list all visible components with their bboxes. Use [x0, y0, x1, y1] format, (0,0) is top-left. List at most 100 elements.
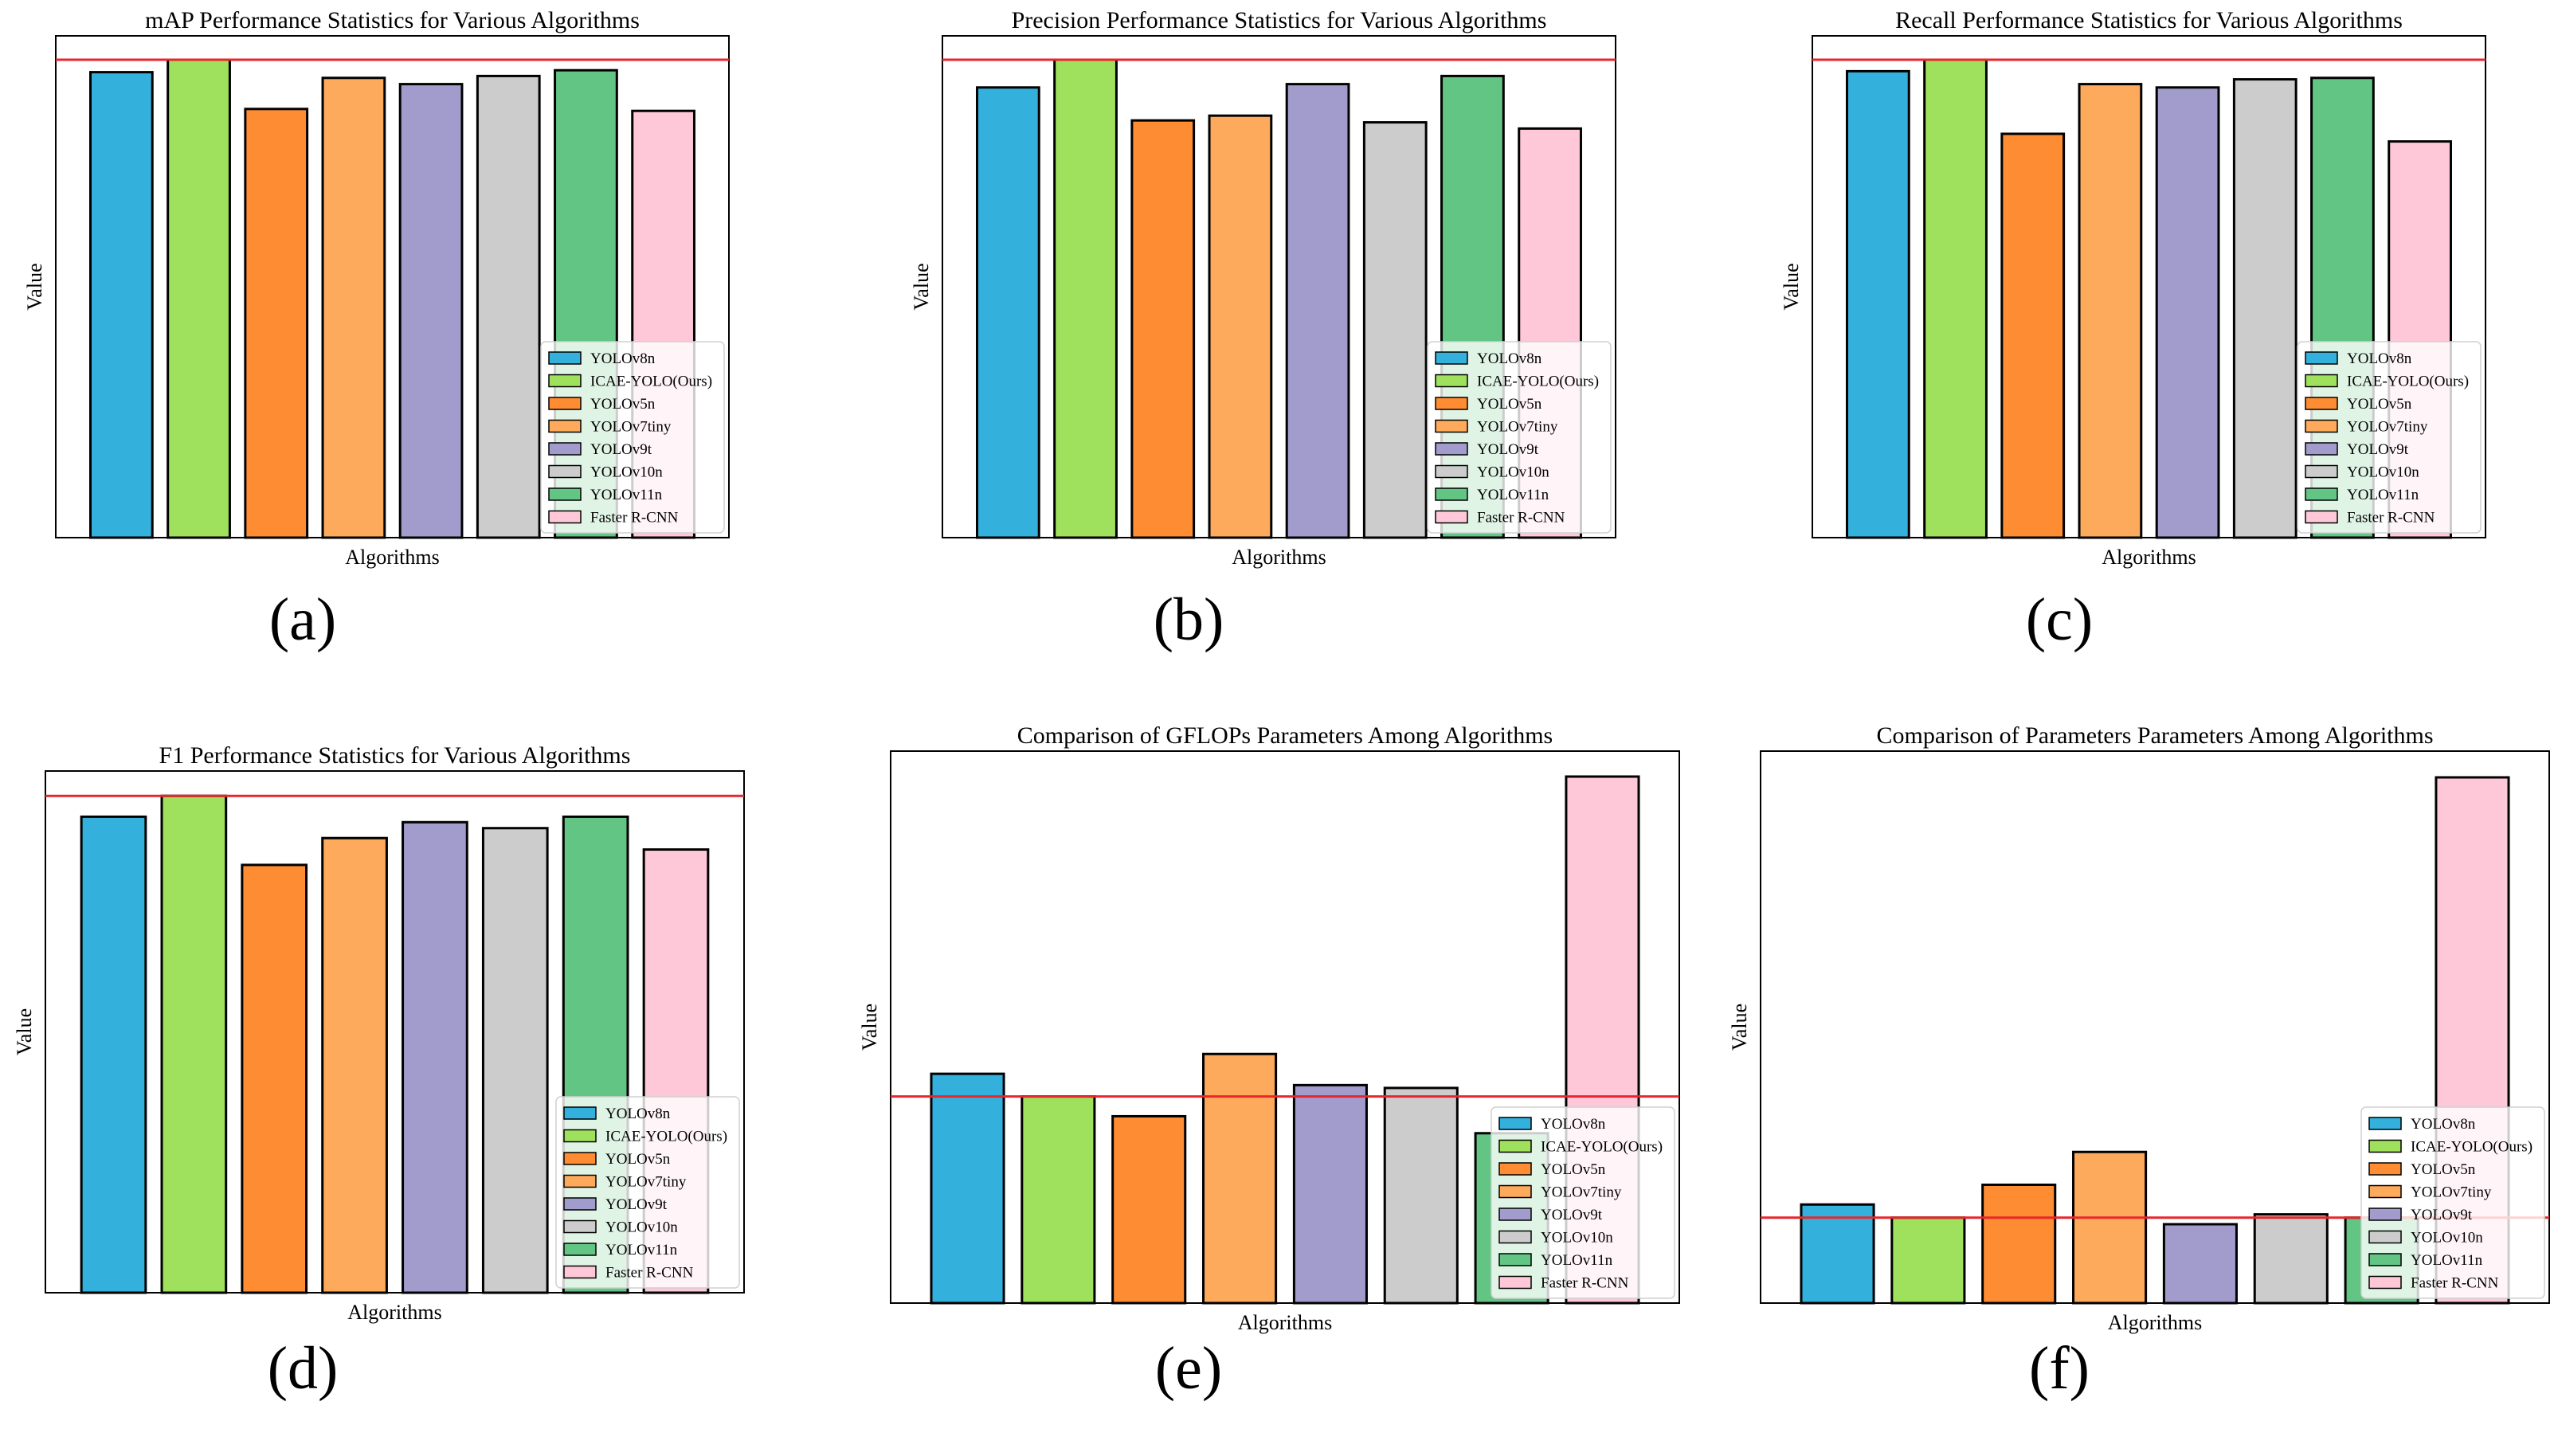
legend-label: ICAE-YOLO(Ours) — [1477, 374, 1599, 390]
legend-label: YOLOv9t — [1541, 1207, 1603, 1223]
legend-swatch — [1435, 510, 1468, 524]
chart-svg: Recall Performance Statistics for Variou… — [1780, 7, 2486, 569]
bar-yolov7tiny — [321, 836, 388, 1294]
chart-title: Precision Performance Statistics for Var… — [1012, 7, 1547, 33]
legend-swatch — [563, 1129, 597, 1143]
legend-swatch — [548, 464, 582, 479]
bar-yolov5n — [1111, 1114, 1187, 1305]
legend-swatch — [1435, 351, 1468, 365]
legend-swatch — [1498, 1162, 1532, 1176]
x-axis-label: Algorithms — [1238, 1311, 1332, 1334]
bar-yolov5n — [241, 863, 308, 1294]
legend-label: ICAE-YOLO(Ours) — [2347, 374, 2469, 390]
legend-swatch — [2368, 1207, 2402, 1221]
legend-label: YOLOv9t — [2411, 1207, 2473, 1223]
legend-swatch — [2368, 1275, 2402, 1290]
bar-yolov9t — [402, 820, 468, 1294]
legend-label: YOLOv5n — [1477, 396, 1542, 413]
legend-swatch — [2368, 1162, 2402, 1176]
legend-label: YOLOv10n — [2411, 1230, 2483, 1247]
y-axis-label: Value — [1728, 1004, 1751, 1051]
legend-label: YOLOv10n — [605, 1219, 678, 1236]
legend-label: YOLOv7tiny — [2411, 1184, 2492, 1201]
legend-swatch — [1435, 487, 1468, 501]
legend-label: Faster R-CNN — [1541, 1275, 1629, 1292]
legend-label: Faster R-CNN — [1477, 510, 1565, 526]
legend-label: ICAE-YOLO(Ours) — [1541, 1139, 1663, 1156]
legend-swatch — [2368, 1117, 2402, 1130]
legend-swatch — [1435, 397, 1468, 410]
chart-svg: mAP Performance Statistics for Various A… — [23, 7, 730, 569]
chart-svg: Precision Performance Statistics for Var… — [910, 7, 1616, 569]
legend-label: YOLOv7tiny — [1477, 419, 1558, 436]
chart-title: mAP Performance Statistics for Various A… — [145, 7, 640, 33]
legend-label: YOLOv9t — [590, 441, 652, 458]
panel-caption-a: (a) — [268, 586, 337, 653]
bar-yolov7tiny — [1208, 114, 1273, 539]
legend-label: ICAE-YOLO(Ours) — [590, 374, 712, 390]
legend-swatch — [2368, 1184, 2402, 1199]
legend-label: YOLOv11n — [1541, 1252, 1613, 1269]
legend-swatch — [2305, 374, 2338, 388]
legend-label: YOLOv5n — [2347, 396, 2412, 413]
bar-yolov10n — [1383, 1086, 1459, 1305]
bar-yolov10n — [476, 74, 541, 539]
legend-swatch — [1498, 1207, 1532, 1221]
legend-swatch — [548, 374, 582, 388]
legend-swatch — [2305, 510, 2338, 524]
legend-label: YOLOv8n — [2411, 1116, 2476, 1133]
bar-yolov7tiny — [2072, 1150, 2148, 1305]
legend-swatch — [1498, 1184, 1532, 1199]
x-axis-label: Algorithms — [2108, 1311, 2202, 1334]
legend-label: YOLOv8n — [1477, 350, 1542, 367]
legend-label: YOLOv11n — [605, 1242, 678, 1258]
legend-swatch — [548, 510, 582, 524]
x-axis-label: Algorithms — [345, 546, 439, 569]
panel-caption-d: (d) — [267, 1335, 339, 1402]
legend-label: YOLOv8n — [2347, 350, 2412, 367]
legend-swatch — [563, 1106, 597, 1120]
bar-yolov5n — [1130, 119, 1196, 539]
legend-swatch — [563, 1174, 597, 1188]
legend-swatch — [2368, 1139, 2402, 1153]
legend-label: YOLOv5n — [590, 396, 656, 413]
legend-label: YOLOv8n — [1541, 1116, 1606, 1133]
legend-swatch — [1435, 374, 1468, 388]
bar-yolov5n — [1981, 1184, 2057, 1305]
bar-yolov8n — [976, 86, 1040, 539]
legend-label: YOLOv11n — [2347, 487, 2419, 503]
legend-label: Faster R-CNN — [2347, 510, 2435, 526]
panel-caption-f: (f) — [2029, 1335, 2090, 1402]
bar-icae-yolo-ours- — [1923, 58, 1988, 539]
y-axis-label: Value — [858, 1004, 881, 1051]
y-axis-label: Value — [23, 263, 46, 310]
legend-label: YOLOv9t — [2347, 441, 2409, 458]
chart-title: Comparison of GFLOPs Parameters Among Al… — [1017, 722, 1553, 749]
bar-yolov9t — [1292, 1083, 1368, 1305]
legend-swatch — [563, 1219, 597, 1234]
legend-swatch — [563, 1197, 597, 1211]
legend-label: YOLOv7tiny — [590, 419, 672, 436]
legend-swatch — [548, 351, 582, 365]
legend-label: YOLOv9t — [605, 1196, 668, 1213]
chart-svg: Comparison of Parameters Parameters Amon… — [1728, 722, 2550, 1334]
legend-label: Faster R-CNN — [2411, 1275, 2499, 1292]
legend-label: YOLOv10n — [1541, 1230, 1613, 1247]
panel-caption-c: (c) — [2025, 586, 2094, 653]
bar-yolov10n — [2253, 1213, 2329, 1305]
legend-swatch — [563, 1243, 597, 1256]
bar-yolov8n — [1846, 69, 1910, 539]
legend-swatch — [548, 419, 582, 433]
bar-yolov7tiny — [1202, 1052, 1278, 1305]
legend-swatch — [2305, 464, 2338, 479]
bar-icae-yolo-ours- — [1890, 1216, 1966, 1305]
legend-swatch — [2305, 351, 2338, 365]
legend-swatch — [2368, 1253, 2402, 1266]
bar-yolov9t — [1285, 83, 1350, 539]
y-axis-label: Value — [910, 263, 933, 310]
plot-frame — [942, 35, 1616, 538]
legend-label: YOLOv7tiny — [2347, 419, 2428, 436]
legend-label: YOLOv10n — [1477, 464, 1549, 481]
legend-swatch — [548, 442, 582, 456]
bar-yolov8n — [80, 815, 147, 1294]
